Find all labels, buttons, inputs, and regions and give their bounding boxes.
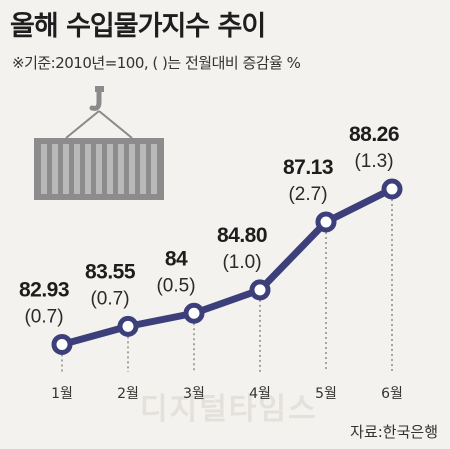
change-label: (0.7) [90,288,129,309]
value-label: 84 [165,247,188,270]
change-label: (1.3) [354,151,393,172]
value-label: 87.13 [283,156,333,179]
chart-note: ※기준:2010년=100, ( )는 전월대비 증감율 % [12,54,301,72]
crane-hook-icon [65,86,133,139]
value-label: 82.93 [19,278,69,301]
chart-title: 올해 수입물가지수 추이 [10,11,266,42]
value-label: 83.55 [85,260,136,283]
x-tick-label: 5월 [315,386,337,402]
data-point [381,178,403,200]
change-label: (1.0) [222,252,261,273]
x-tick-label: 6월 [381,386,403,402]
x-tick-label: 3월 [183,386,205,402]
source-note: 자료:한국은행 [350,423,438,441]
shipping-container-icon [34,138,164,200]
change-label: (0.5) [156,275,195,296]
value-label: 84.80 [217,224,267,247]
data-point [117,315,139,337]
data-point [249,279,271,301]
data-point [51,333,73,355]
x-tick-label: 4월 [249,386,271,402]
series-line [58,185,396,348]
change-label: (0.7) [24,306,63,327]
x-tick-label: 2월 [117,386,139,402]
x-tick-label: 1월 [51,386,73,402]
value-label: 88.26 [349,123,399,146]
data-point [315,211,337,233]
watermark: 디지털타임스 [140,392,318,427]
data-point [183,302,205,324]
change-label: (2.7) [288,184,327,205]
